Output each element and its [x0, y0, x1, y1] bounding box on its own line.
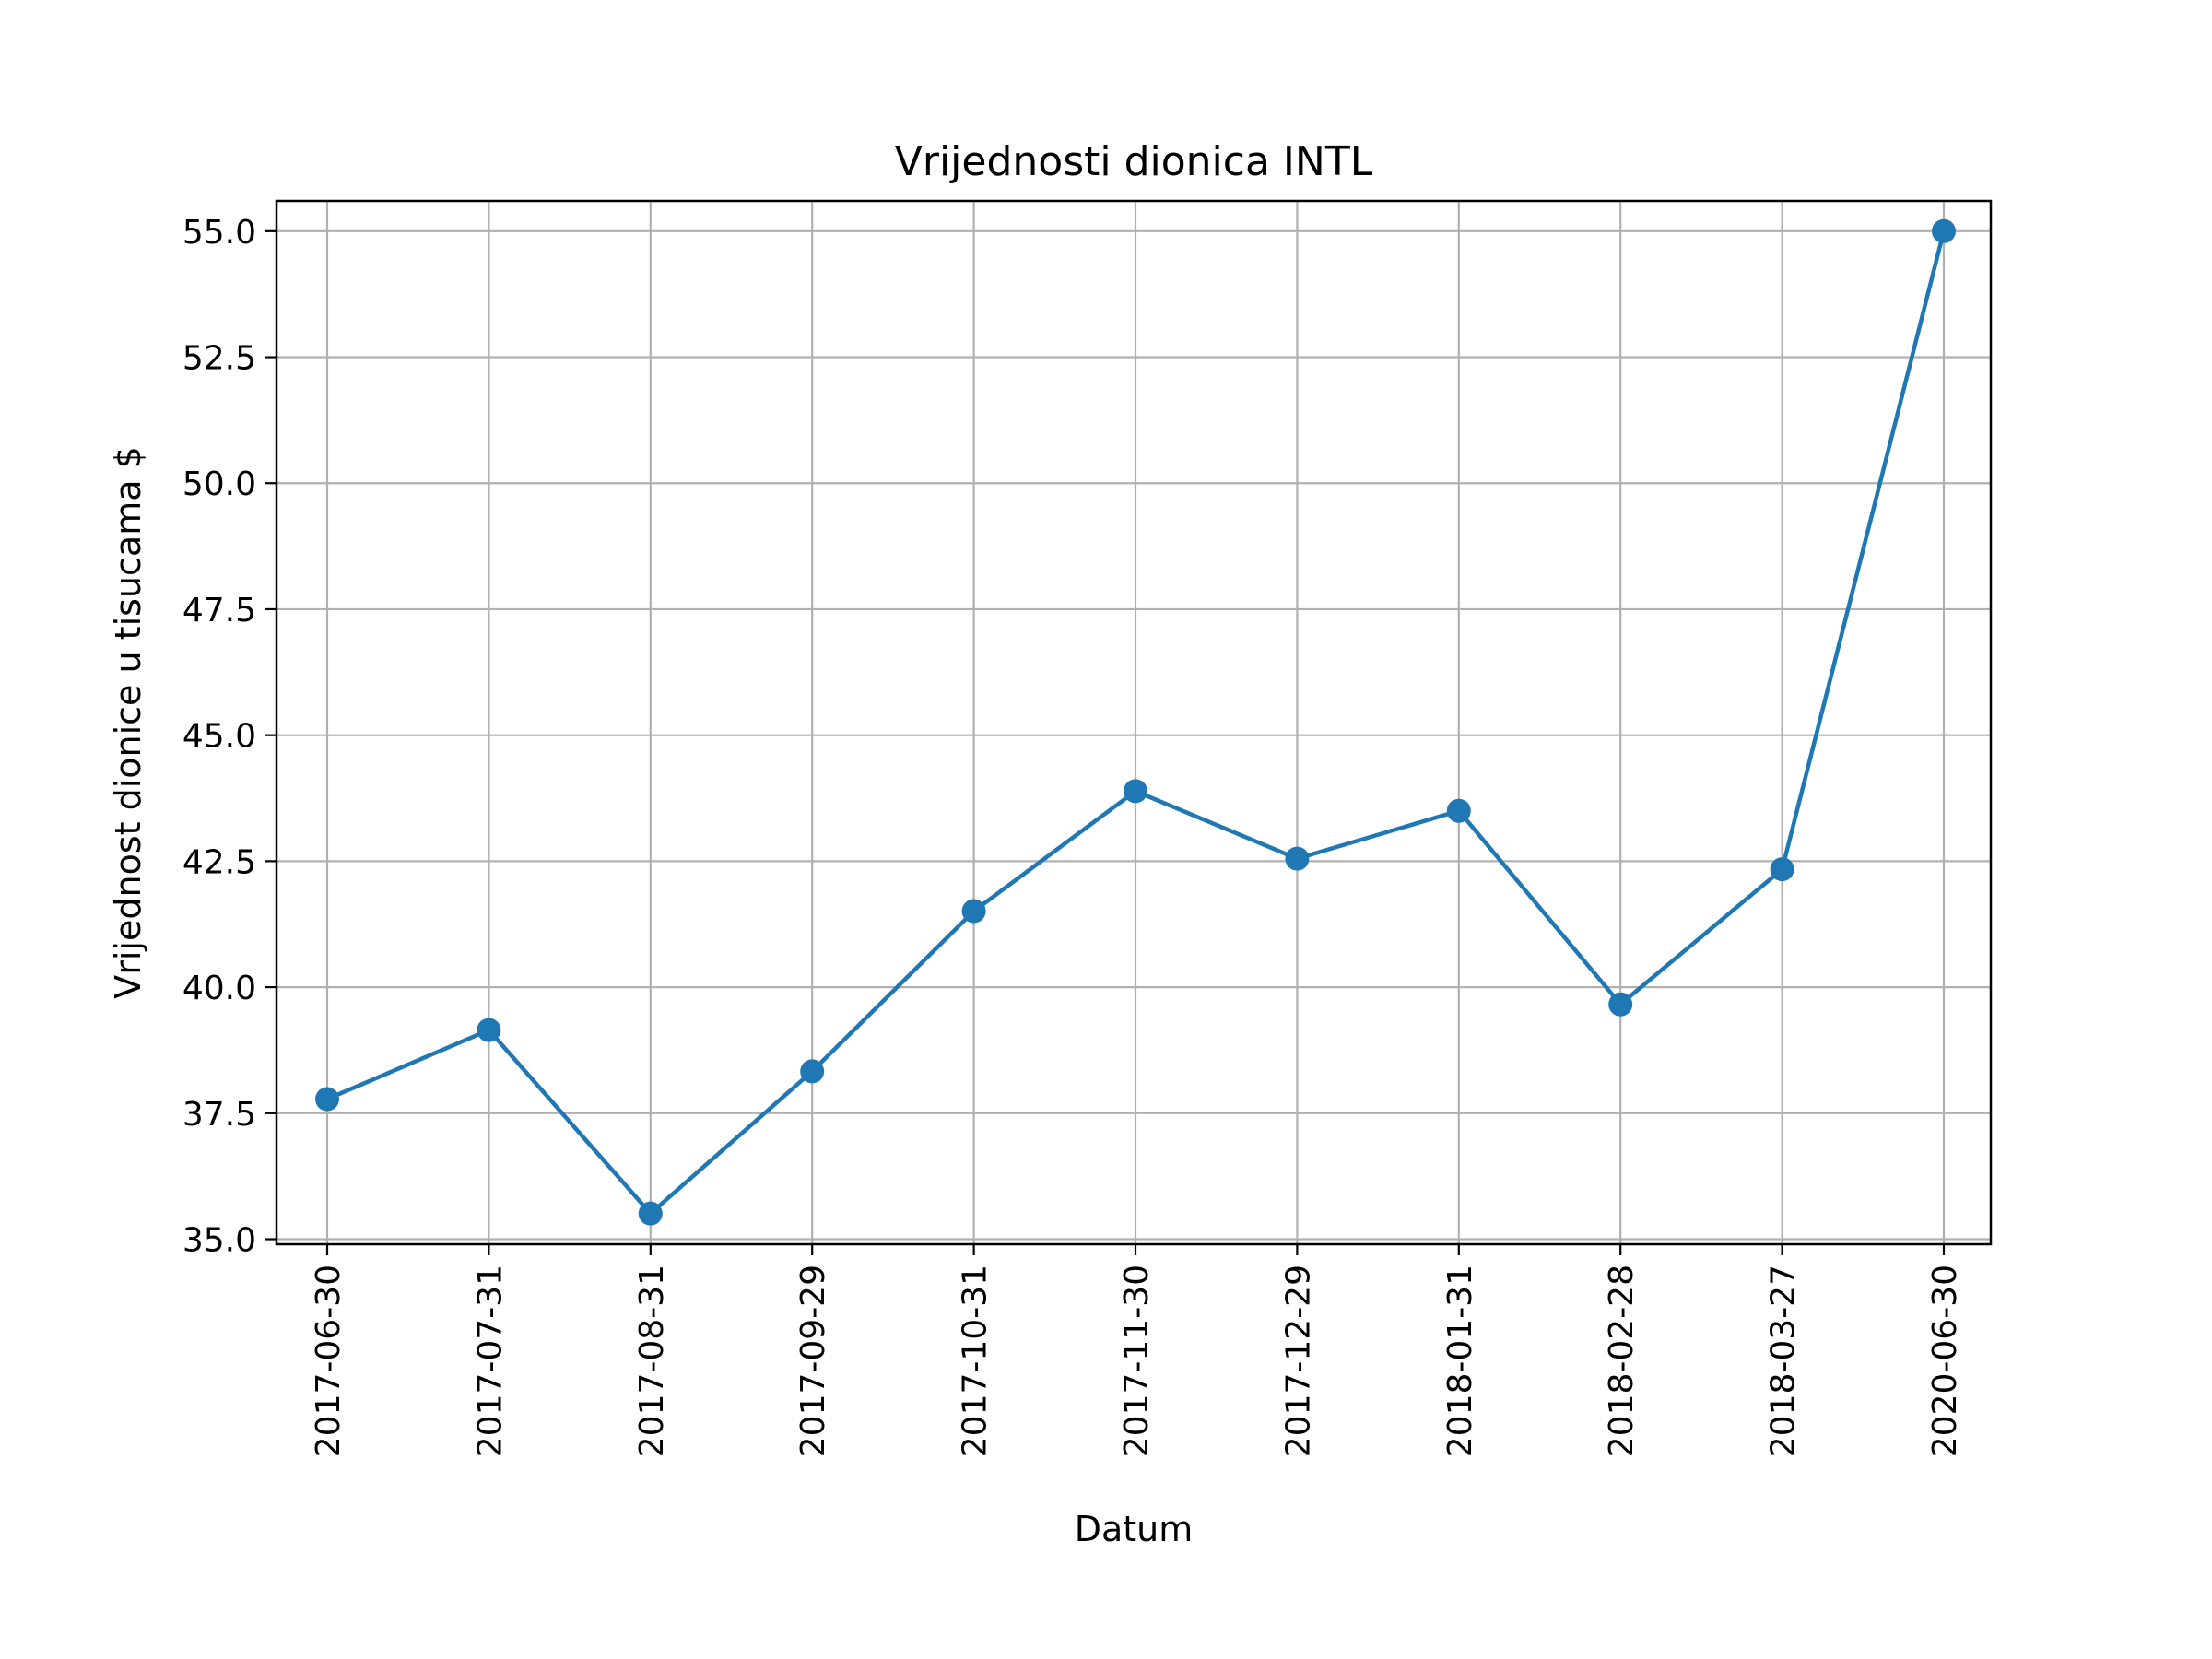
x-tick-label: 2017-06-30	[310, 1265, 347, 1457]
x-tick-label: 2018-01-31	[1441, 1265, 1479, 1457]
y-tick-label: 35.0	[182, 1222, 256, 1260]
y-axis-label: Vrijednost dionice u tisucama $	[108, 446, 148, 999]
x-tick-label: 2018-03-27	[1765, 1265, 1803, 1457]
data-point	[477, 1018, 501, 1042]
y-tick-label: 47.5	[182, 592, 256, 629]
y-tick-label: 52.5	[182, 340, 256, 378]
y-tick-label: 45.0	[182, 718, 256, 756]
data-point	[1608, 992, 1633, 1017]
x-tick-label: 2017-10-31	[957, 1265, 994, 1457]
x-tick-label: 2020-06-30	[1926, 1265, 1964, 1457]
x-tick-label: 2017-12-29	[1279, 1265, 1317, 1457]
data-point	[315, 1087, 339, 1112]
x-tick-label: 2017-07-31	[471, 1265, 509, 1457]
y-tick-label: 37.5	[182, 1096, 256, 1134]
plot-frame	[275, 199, 1993, 1246]
data-point	[638, 1201, 663, 1226]
axis-ticks: 2017-06-30 2017-07-31 2017-08-31 2017-09-29…	[182, 214, 1964, 1457]
data-point	[1446, 798, 1471, 823]
chart-title: Vrijednosti dionica INTL	[895, 138, 1373, 185]
y-tick-label: 55.0	[182, 214, 256, 252]
data-point	[961, 899, 986, 924]
x-tick-label: 2017-08-31	[633, 1265, 671, 1457]
x-tick-label: 2017-09-29	[794, 1265, 832, 1457]
data-point	[1770, 857, 1794, 882]
y-tick-label: 50.0	[182, 465, 256, 503]
x-tick-label: 2018-02-28	[1603, 1265, 1641, 1457]
data-point	[1124, 779, 1147, 804]
y-tick-label: 42.5	[182, 843, 256, 881]
data-point	[1285, 846, 1310, 871]
y-tick-label: 40.0	[182, 970, 256, 1007]
data-point	[1932, 218, 1956, 243]
series-layer	[315, 218, 1956, 1226]
x-axis-label: Datum	[1075, 1509, 1194, 1549]
grid	[276, 201, 1991, 1244]
data-point	[800, 1059, 825, 1084]
x-tick-label: 2017-11-30	[1118, 1265, 1156, 1457]
